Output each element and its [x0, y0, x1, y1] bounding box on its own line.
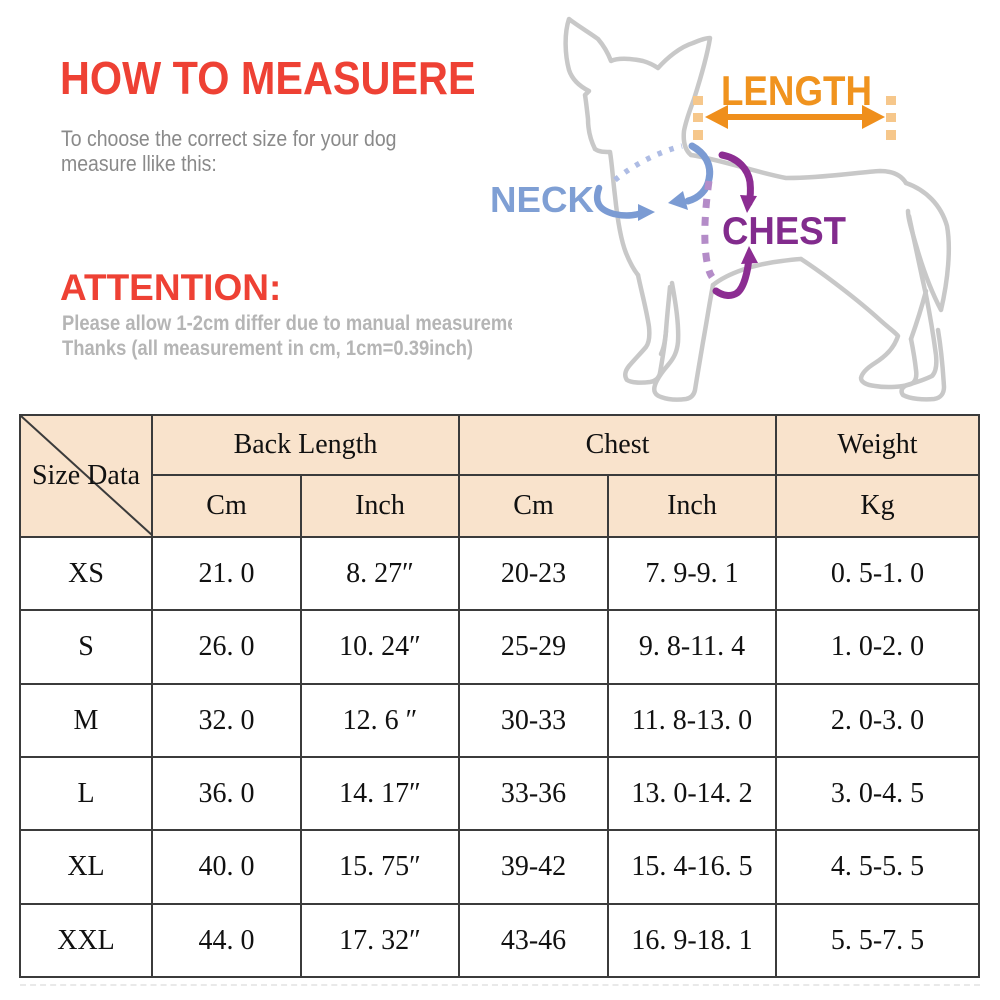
svg-text:NECK: NECK: [490, 179, 594, 220]
svg-text:CHEST: CHEST: [722, 210, 846, 253]
svg-text:LENGTH: LENGTH: [721, 67, 872, 114]
